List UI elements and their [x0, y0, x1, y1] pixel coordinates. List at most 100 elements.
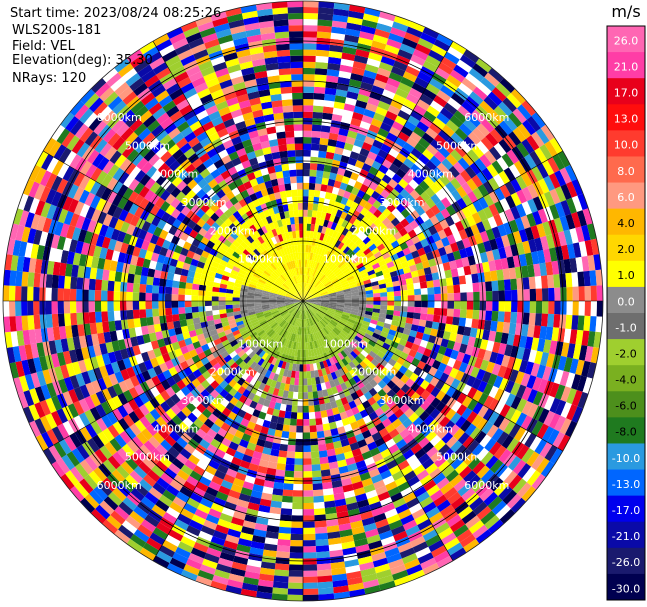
ppi-gate-cell — [300, 310, 302, 320]
ppi-gate-cell — [334, 239, 342, 248]
ppi-gate-cell — [465, 72, 481, 87]
ppi-gate-cell — [217, 427, 228, 438]
ppi-gate-cell — [467, 255, 476, 266]
ppi-gate-cell — [490, 320, 498, 332]
ppi-gate-cell — [547, 274, 555, 289]
ppi-gate-cell — [316, 383, 322, 392]
ppi-gate-cell — [166, 562, 184, 576]
ppi-gate-cell — [90, 508, 107, 524]
ppi-gate-cell — [335, 290, 344, 294]
ppi-gate-cell — [409, 372, 419, 383]
ppi-gate-cell — [193, 541, 209, 553]
ppi-gate-cell — [308, 326, 312, 335]
ppi-gate-cell — [317, 311, 325, 318]
ppi-gate-cell — [306, 310, 310, 319]
ppi-gate-cell — [394, 475, 408, 487]
ppi-gate-cell — [241, 380, 250, 389]
ppi-gate-cell — [413, 312, 421, 320]
ppi-gate-cell — [94, 290, 102, 301]
ppi-gate-cell — [232, 301, 240, 305]
ppi-gate-cell — [457, 266, 465, 277]
ppi-gate-cell — [504, 301, 512, 312]
ppi-gate-cell — [205, 290, 213, 297]
ppi-gate-cell — [566, 404, 578, 421]
ppi-gate-cell — [441, 465, 455, 478]
ppi-gate-cell — [554, 301, 561, 315]
ppi-gate-cell — [343, 40, 358, 49]
ppi-gate-cell — [426, 105, 441, 118]
ppi-gate-cell — [412, 541, 429, 554]
ppi-gate-cell — [513, 160, 527, 176]
ppi-gate-cell — [457, 325, 465, 336]
ppi-gate-cell — [264, 537, 278, 546]
ppi-gate-cell — [384, 83, 398, 94]
ppi-gate-cell — [338, 128, 349, 137]
ppi-gate-cell — [310, 245, 315, 254]
ppi-gate-cell — [345, 184, 354, 193]
ppi-gate-cell — [303, 291, 305, 301]
ppi-gate-cell — [298, 385, 303, 393]
ppi-gate-cell — [443, 51, 460, 65]
ppi-gate-cell — [250, 385, 259, 395]
ppi-gate-cell — [354, 159, 365, 169]
ppi-gate-cell — [405, 378, 415, 388]
ppi-gate-cell — [210, 438, 222, 449]
ppi-gate-cell — [432, 472, 446, 485]
ppi-gate-cell — [507, 456, 522, 471]
ppi-gate-cell — [279, 368, 285, 376]
ppi-gate-cell — [467, 439, 480, 453]
ppi-gate-cell — [309, 307, 316, 315]
ppi-gate-cell — [409, 131, 422, 143]
ppi-gate-cell — [507, 232, 517, 246]
ppi-gate-cell — [114, 529, 131, 544]
ppi-gate-cell — [213, 496, 227, 508]
ppi-gate-cell — [397, 481, 411, 493]
ppi-gate-cell — [182, 480, 196, 493]
ppi-gate-cell — [534, 350, 544, 365]
ppi-gate-cell — [350, 340, 358, 349]
ppi-gate-cell — [201, 558, 218, 570]
ppi-gate-cell — [414, 448, 427, 460]
ppi-gate-cell — [416, 99, 430, 111]
ppi-gate-cell — [330, 319, 338, 326]
ppi-gate-cell — [258, 350, 266, 359]
ppi-gate-cell — [285, 376, 291, 385]
ppi-gate-cell — [303, 301, 305, 311]
ppi-gate-cell — [345, 371, 353, 381]
ppi-gate-cell — [334, 370, 342, 379]
ppi-gate-cell — [321, 368, 327, 376]
ppi-gate-cell — [357, 439, 368, 449]
ppi-gate-cell — [425, 462, 438, 475]
ppi-gate-cell — [100, 290, 108, 301]
ppi-gate-cell — [364, 584, 381, 595]
ppi-gate-cell — [466, 411, 478, 424]
ppi-gate-cell — [422, 363, 432, 374]
ppi-gate-cell — [408, 412, 419, 423]
ppi-gate-cell — [363, 483, 376, 494]
ppi-gate-cell — [340, 350, 348, 359]
ppi-gate-cell — [311, 304, 320, 310]
ppi-gate-cell — [51, 301, 58, 315]
ppi-gate-cell — [142, 474, 157, 487]
ppi-gate-cell — [303, 80, 315, 87]
ppi-gate-cell — [423, 348, 432, 358]
ppi-gate-cell — [447, 97, 462, 111]
ppi-gate-cell — [195, 393, 206, 404]
ppi-gate-cell — [461, 77, 477, 92]
ppi-gate-cell — [94, 301, 102, 312]
ppi-gate-cell — [303, 327, 305, 335]
ppi-gate-cell — [421, 301, 428, 308]
ppi-gate-cell — [347, 278, 356, 284]
ppi-gate-cell — [339, 263, 347, 271]
ppi-gate-cell — [362, 258, 371, 266]
ppi-gate-cell — [513, 426, 527, 442]
ppi-gate-cell — [288, 316, 294, 324]
ppi-gate-cell — [364, 333, 373, 340]
ppi-gate-cell — [324, 191, 332, 200]
ppi-gate-cell — [335, 419, 344, 429]
ppi-gate-cell — [433, 222, 444, 233]
ppi-gate-cell — [445, 153, 458, 166]
ppi-gate-cell — [322, 423, 331, 431]
ppi-gate-cell — [353, 412, 363, 422]
ppi-gate-cell — [352, 218, 361, 228]
